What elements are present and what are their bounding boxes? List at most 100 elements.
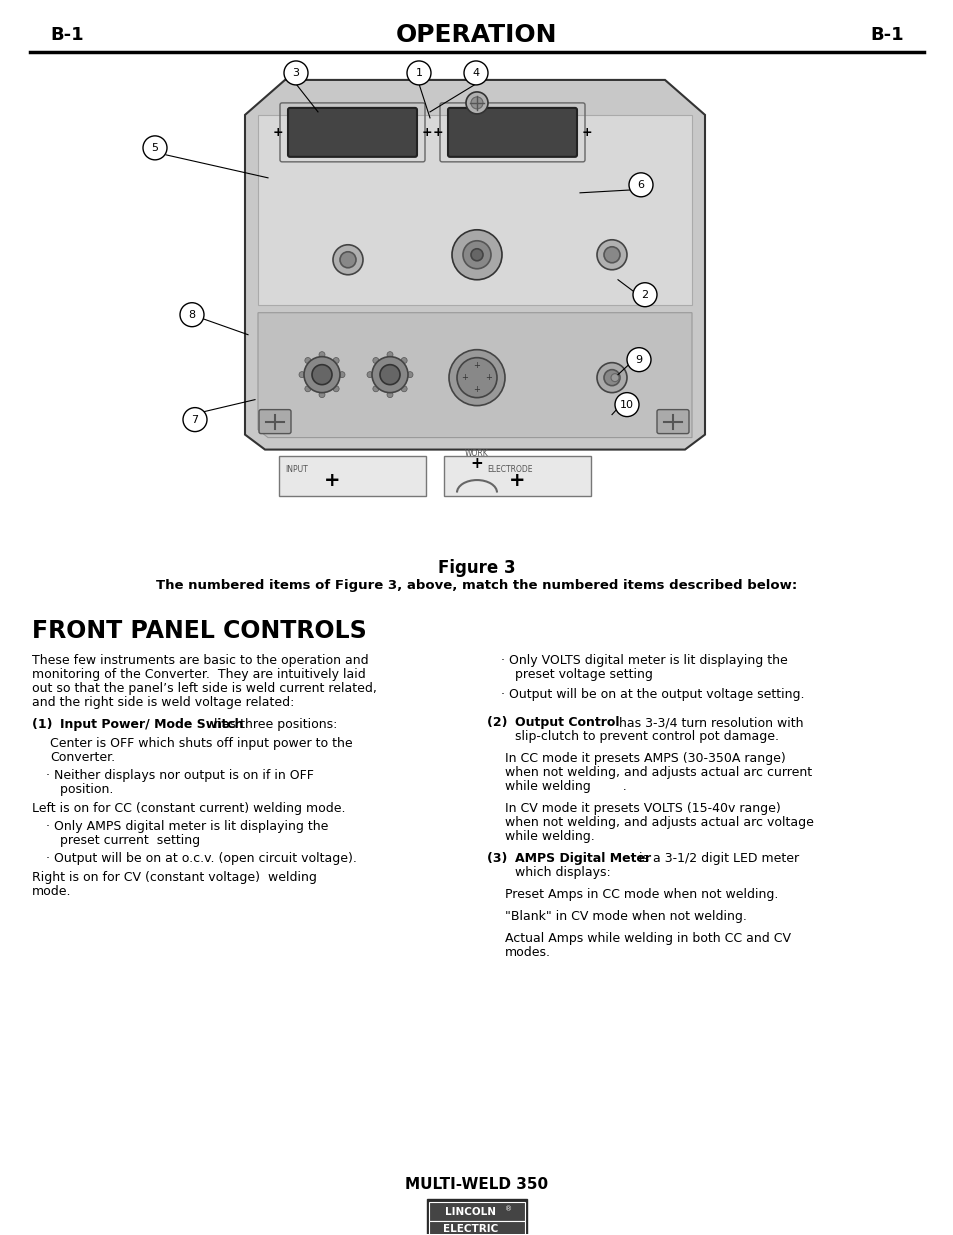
Circle shape <box>387 352 393 358</box>
Circle shape <box>597 363 626 393</box>
Circle shape <box>603 247 619 263</box>
Text: Left is on for CC (constant current) welding mode.: Left is on for CC (constant current) wel… <box>32 803 345 815</box>
FancyBboxPatch shape <box>657 410 688 433</box>
Text: and the right side is weld voltage related:: and the right side is weld voltage relat… <box>32 697 294 709</box>
Circle shape <box>449 350 504 405</box>
Text: preset voltage setting: preset voltage setting <box>506 668 652 682</box>
Text: modes.: modes. <box>504 946 551 960</box>
Circle shape <box>633 283 657 306</box>
Text: These few instruments are basic to the operation and: These few instruments are basic to the o… <box>32 655 368 667</box>
Text: ®: ® <box>505 1205 512 1212</box>
Circle shape <box>379 364 399 384</box>
FancyBboxPatch shape <box>429 1202 524 1221</box>
Circle shape <box>372 357 408 393</box>
Polygon shape <box>245 80 704 450</box>
Text: while welding.: while welding. <box>504 830 594 844</box>
Circle shape <box>183 408 207 431</box>
Text: +: + <box>323 471 340 490</box>
Text: · Output will be on at o.c.v. (open circuit voltage).: · Output will be on at o.c.v. (open circ… <box>46 852 356 866</box>
Text: 5: 5 <box>152 143 158 153</box>
Text: preset current  setting: preset current setting <box>52 834 200 847</box>
Polygon shape <box>257 115 691 305</box>
Circle shape <box>400 385 407 391</box>
Text: +: + <box>433 126 443 138</box>
Text: monitoring of the Converter.  They are intuitively laid: monitoring of the Converter. They are in… <box>32 668 365 682</box>
FancyBboxPatch shape <box>448 107 577 157</box>
Text: Converter.: Converter. <box>50 751 115 764</box>
Text: MULTI-WELD 350: MULTI-WELD 350 <box>405 1177 548 1192</box>
Text: when not welding, and adjusts actual arc current: when not welding, and adjusts actual arc… <box>504 766 811 779</box>
Circle shape <box>143 136 167 159</box>
FancyBboxPatch shape <box>443 456 590 495</box>
Text: ELECTRODE: ELECTRODE <box>486 464 532 473</box>
Text: B-1: B-1 <box>50 26 84 44</box>
Text: B-1: B-1 <box>869 26 903 44</box>
Text: OPERATION: OPERATION <box>395 23 558 47</box>
Text: +: + <box>485 373 492 382</box>
Circle shape <box>373 357 378 363</box>
Text: Right is on for CV (constant voltage)  welding: Right is on for CV (constant voltage) we… <box>32 871 316 884</box>
Text: (1): (1) <box>32 719 61 731</box>
Circle shape <box>452 230 501 280</box>
Text: +: + <box>473 361 480 370</box>
Text: 1: 1 <box>416 68 422 78</box>
FancyBboxPatch shape <box>429 1221 524 1235</box>
Text: +: + <box>461 373 468 382</box>
FancyBboxPatch shape <box>427 1199 526 1235</box>
Circle shape <box>180 303 204 327</box>
Circle shape <box>615 393 639 416</box>
Text: · Only VOLTS digital meter is lit displaying the: · Only VOLTS digital meter is lit displa… <box>500 655 787 667</box>
Circle shape <box>465 91 488 114</box>
Text: In CC mode it presets AMPS (30-350A range): In CC mode it presets AMPS (30-350A rang… <box>504 752 785 766</box>
Circle shape <box>333 385 338 391</box>
Text: 3: 3 <box>293 68 299 78</box>
Circle shape <box>333 357 338 363</box>
Text: when not welding, and adjusts actual arc voltage: when not welding, and adjusts actual arc… <box>504 816 813 829</box>
Circle shape <box>462 241 491 269</box>
Text: mode.: mode. <box>32 885 71 898</box>
Text: 4: 4 <box>472 68 479 78</box>
Circle shape <box>373 385 378 391</box>
Text: position.: position. <box>52 783 113 797</box>
Text: FRONT PANEL CONTROLS: FRONT PANEL CONTROLS <box>32 620 366 643</box>
Circle shape <box>318 391 325 398</box>
Circle shape <box>367 372 373 378</box>
Text: +: + <box>421 126 432 138</box>
FancyBboxPatch shape <box>288 107 416 157</box>
Text: · Only AMPS digital meter is lit displaying the: · Only AMPS digital meter is lit display… <box>46 820 328 834</box>
Text: which displays:: which displays: <box>515 866 610 879</box>
Text: 9: 9 <box>635 354 642 364</box>
Text: has 3-3/4 turn resolution with: has 3-3/4 turn resolution with <box>615 716 802 730</box>
Circle shape <box>333 245 363 274</box>
Circle shape <box>312 364 332 384</box>
Circle shape <box>298 372 305 378</box>
Text: has three positions:: has three positions: <box>210 719 337 731</box>
Circle shape <box>597 240 626 269</box>
Text: WORK: WORK <box>465 448 488 458</box>
Circle shape <box>407 61 431 85</box>
Text: · Neither displays nor output is on if in OFF: · Neither displays nor output is on if i… <box>46 769 314 782</box>
Text: while welding        .: while welding . <box>504 781 626 793</box>
Text: The numbered items of Figure 3, above, match the numbered items described below:: The numbered items of Figure 3, above, m… <box>156 579 797 593</box>
Circle shape <box>284 61 308 85</box>
Text: AMPS Digital Meter: AMPS Digital Meter <box>515 852 651 866</box>
Text: 10: 10 <box>619 400 634 410</box>
Text: +: + <box>470 456 483 471</box>
Text: 6: 6 <box>637 180 644 190</box>
Circle shape <box>456 358 497 398</box>
Circle shape <box>339 252 355 268</box>
Text: Center is OFF which shuts off input power to the: Center is OFF which shuts off input powe… <box>50 737 353 751</box>
Text: 7: 7 <box>192 415 198 425</box>
Polygon shape <box>257 312 691 437</box>
Circle shape <box>304 357 339 393</box>
Text: out so that the panel’s left side is weld current related,: out so that the panel’s left side is wel… <box>32 683 376 695</box>
Text: +: + <box>473 385 480 394</box>
Text: Input Power/ Mode Switch: Input Power/ Mode Switch <box>60 719 243 731</box>
Text: +: + <box>581 126 592 138</box>
FancyBboxPatch shape <box>258 410 291 433</box>
Text: (2): (2) <box>486 716 516 730</box>
Circle shape <box>610 374 618 382</box>
Text: ELECTRIC: ELECTRIC <box>443 1224 498 1234</box>
Text: 8: 8 <box>189 310 195 320</box>
Circle shape <box>387 391 393 398</box>
